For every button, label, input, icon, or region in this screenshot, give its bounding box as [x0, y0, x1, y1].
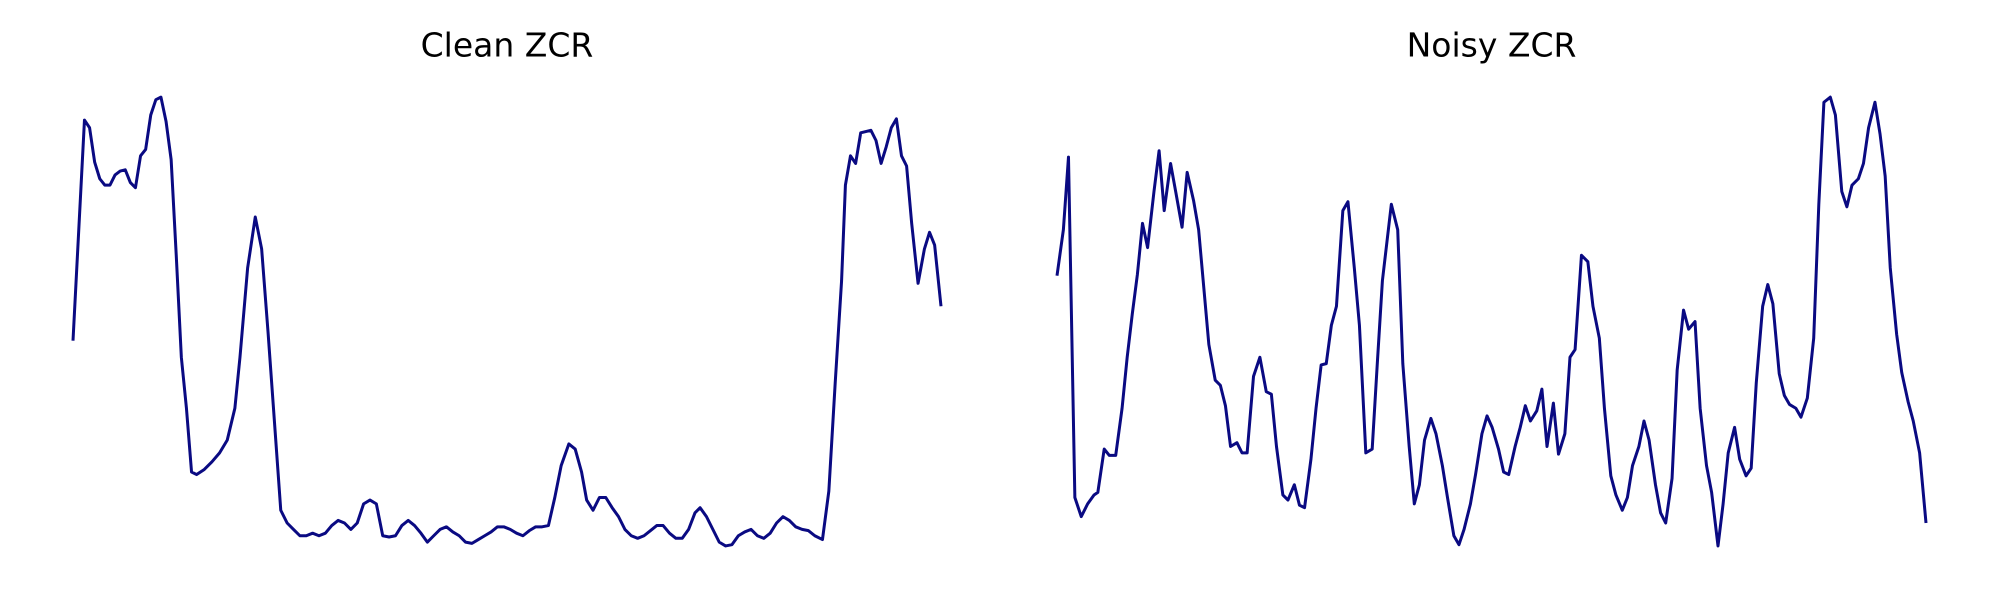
chart-title: Clean ZCR	[421, 26, 594, 65]
zcr-line	[71, 95, 943, 548]
zcr-line	[1055, 95, 1928, 548]
chart-title: Noisy ZCR	[1407, 26, 1577, 65]
